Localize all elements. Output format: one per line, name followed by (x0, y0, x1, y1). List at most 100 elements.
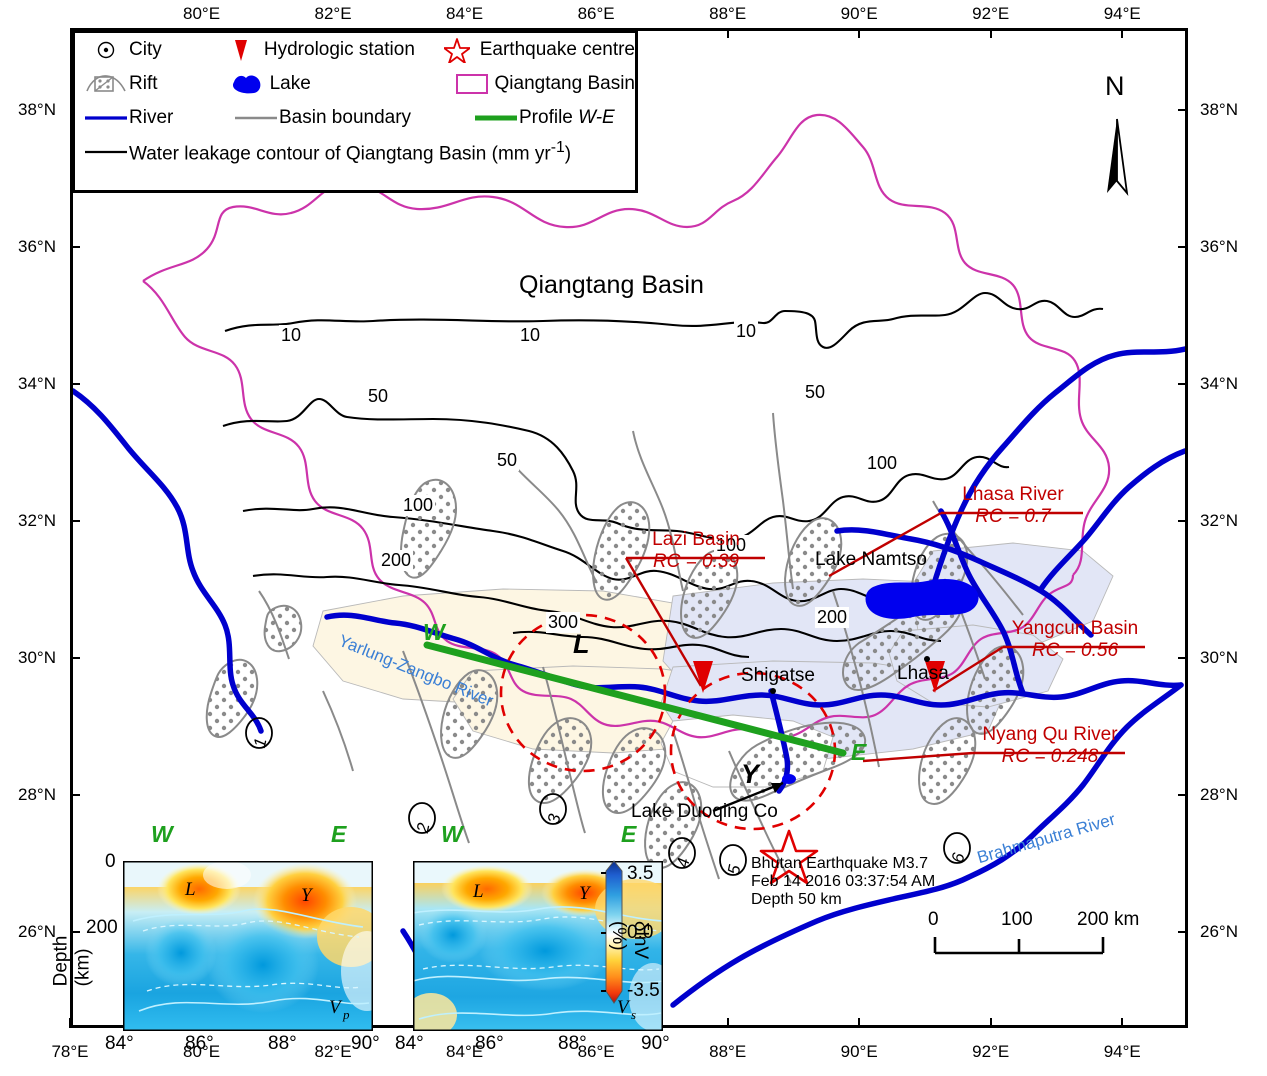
annotation-lazi-basin: Lazi Basin RC = 0.39 (626, 529, 766, 573)
qiangtang-basin-title: Qiangtang Basin (519, 271, 704, 299)
north-arrow-label: N (1105, 71, 1125, 101)
contour-label-50-4: 50 (803, 382, 828, 403)
contour-label-50-3: 50 (366, 386, 391, 407)
legend-label-earthquake-centre: Earthquake centre (479, 39, 635, 60)
legend-item-city: City (83, 39, 218, 61)
annotation-leader-lines (624, 511, 1145, 763)
profile-line-icon (473, 112, 519, 124)
legend-label-city: City (129, 39, 162, 60)
annotation-lhasa-river-title: Lhasa River (962, 484, 1064, 505)
svg-text:L: L (184, 879, 196, 900)
axis-tick (1178, 383, 1188, 386)
axis-tick (69, 1018, 71, 1028)
inset-vs-east-label: E (621, 821, 637, 847)
inset-vp-xtick-88: 88° (268, 1033, 297, 1054)
contour-label-300-11: 300 (546, 612, 581, 633)
contour-label-100-7: 100 (865, 453, 900, 474)
annotation-lazi-basin-rc: RC = 0.39 (652, 551, 740, 572)
contour-label-10-2: 10 (734, 321, 759, 342)
contour-label-10-1: 10 (518, 325, 543, 346)
city-markers (770, 656, 930, 694)
annotation-lazi-basin-title: Lazi Basin (652, 529, 740, 550)
inset-vp-ytick-200: 200 (86, 917, 118, 938)
legend-label-contour: Water leakage contour of Qiangtang Basin… (129, 139, 571, 165)
legend-item-rift: Rift (83, 71, 224, 97)
shigatse-label: Shigatse (741, 665, 815, 686)
legend-row-4: Water leakage contour of Qiangtang Basin… (75, 135, 635, 169)
lake-duoqing-leader (712, 781, 784, 813)
lon-tick-top-86: 86°E (577, 4, 615, 23)
annotation-nyang-qu-river-rc: RC = 0.248 (1001, 746, 1099, 767)
legend-label-profile-italic: W-E (578, 107, 615, 128)
profile-west-endpoint-label: W (423, 619, 445, 645)
lat-tick-right-32: 32°N (1200, 511, 1238, 531)
colorbar-axis-label: δlnV (%) (608, 921, 651, 960)
lat-tick-right-34: 34°N (1200, 374, 1238, 394)
north-arrow-icon (1107, 118, 1129, 196)
earthquake-info-line3: Depth 50 km (751, 891, 842, 908)
contour-label-10-0: 10 (279, 325, 304, 346)
map-legend: City Hydrologic station Earthquake centr… (72, 30, 638, 193)
river-line-icon (83, 112, 129, 124)
lon-tick-bottom-86: 86°E (577, 1042, 615, 1061)
legend-label-profile: Profile W-E (519, 107, 615, 129)
axis-tick (70, 794, 80, 797)
earthquake-star-marker (759, 829, 819, 885)
earthquake-info-line1: Bhutan Earthquake M3.7 (751, 855, 929, 872)
svg-text:p: p (342, 1007, 350, 1022)
profile-line-we (423, 641, 847, 757)
lat-tick-right-36: 36°N (1200, 237, 1238, 257)
rift-polygon-icon (83, 71, 129, 97)
lat-tick-left-30: 30°N (18, 648, 56, 668)
legend-label-river: River (129, 107, 174, 128)
inset-vs-xtick-90: 90° (641, 1033, 670, 1054)
scale-bar (933, 937, 1105, 955)
legend-item-lake: Lake (224, 72, 449, 96)
annotation-yangcun-basin-rc: RC = 0.56 (1031, 640, 1119, 661)
axis-tick (726, 28, 729, 38)
lat-tick-right-30: 30°N (1200, 648, 1238, 668)
svg-text:Y: Y (301, 885, 314, 906)
axis-tick (1178, 246, 1188, 249)
legend-row-3: River Basin boundary Profile W-E (75, 101, 635, 135)
contour-label-200-9: 200 (379, 550, 414, 571)
contour-label-50-5: 50 (495, 450, 520, 471)
contour-label-100-6: 100 (401, 495, 436, 516)
axis-tick (989, 1018, 992, 1028)
axis-tick (1178, 109, 1188, 112)
lake-namtso-label: Lake Namtso (815, 549, 927, 570)
axis-tick (70, 931, 80, 934)
basin-boundary-line-icon (233, 112, 279, 124)
inset-vp-ylabel: Depth (km) (50, 935, 94, 987)
legend-item-earthquake-centre: Earthquake centre (434, 37, 635, 63)
legend-label-qiangtang-basin: Qiangtang Basin (494, 73, 636, 94)
svg-text:L: L (472, 881, 484, 902)
inset-vp-xtick-86: 86° (185, 1033, 214, 1054)
inset-vp-xtick-84: 84° (105, 1033, 134, 1054)
rift-number-circles (245, 717, 971, 876)
profile-east-endpoint-label: E (851, 739, 867, 765)
annotation-nyang-qu-river-title: Nyang Qu River (982, 724, 1118, 745)
lon-tick-bottom-90: 90°E (840, 1042, 878, 1061)
annotation-yangcun-basin-title: Yangcun Basin (1011, 618, 1139, 639)
lat-tick-left-32: 32°N (18, 511, 56, 531)
map-vector-layer (73, 113, 1185, 1025)
anomaly-label-Y: Y (741, 759, 760, 789)
inset-vs-xtick-84: 84° (395, 1033, 424, 1054)
axis-tick (989, 28, 992, 38)
lakes (782, 579, 979, 784)
lon-tick-bottom-94: 94°E (1103, 1042, 1141, 1061)
lon-tick-top-94: 94°E (1103, 4, 1141, 23)
lat-tick-left-34: 34°N (18, 374, 56, 394)
lon-tick-bottom-84: 84°E (446, 1042, 484, 1061)
legend-item-profile: Profile W-E (473, 107, 615, 129)
inset-vp-west-label: W (151, 821, 173, 847)
colorbar-min-label: -3.5 (627, 980, 660, 1001)
annotation-yangcun-basin: Yangcun Basin RC = 0.56 (1001, 618, 1149, 662)
contour-label-200-10: 200 (815, 607, 850, 628)
hydrologic-station-icon (218, 37, 264, 63)
legend-label-contour-sup: -1 (550, 138, 565, 156)
axis-tick (70, 657, 80, 660)
svg-text:V: V (617, 997, 631, 1018)
qiangtang-basin-icon (449, 73, 495, 95)
